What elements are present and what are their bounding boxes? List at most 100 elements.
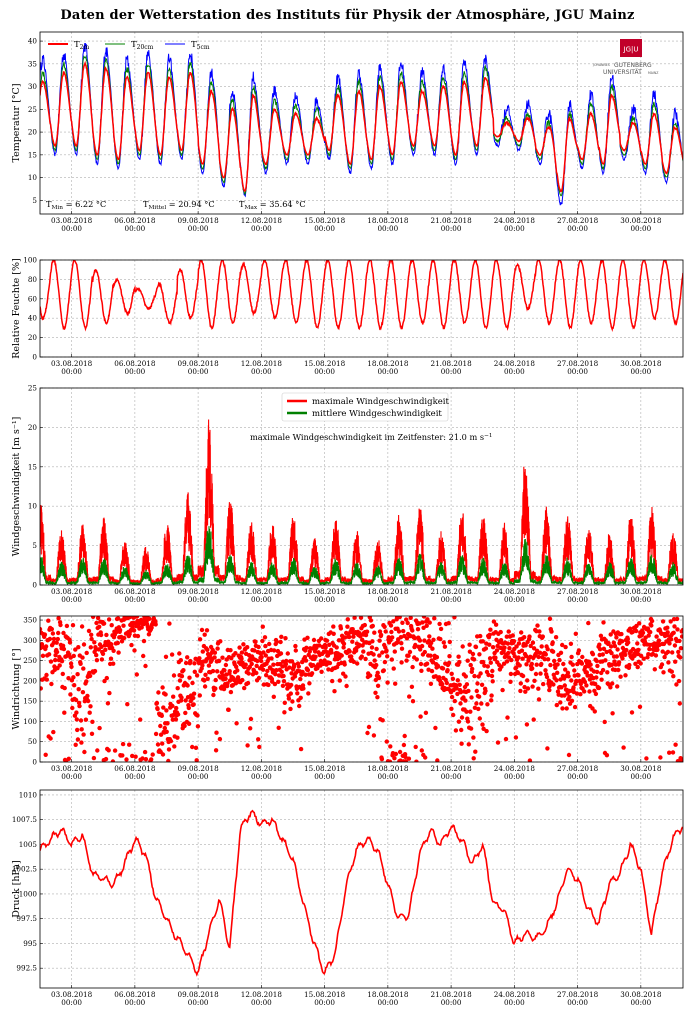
wind-direction-point [584, 683, 589, 688]
wind-direction-point [175, 735, 180, 740]
wind-direction-xtick-time: 00:00 [377, 772, 398, 781]
humidity-xtick-date: 21.08.2018 [431, 359, 473, 368]
wind-direction-point [385, 680, 390, 685]
wind-direction-point [71, 675, 76, 680]
wind-direction-point [626, 640, 631, 645]
wind-mean-line [40, 526, 683, 585]
wind-direction-point [563, 644, 568, 650]
wind-direction-point [412, 636, 418, 641]
wind-direction-point [427, 634, 432, 639]
wind-speed-xtick-time: 00:00 [125, 595, 146, 604]
wind-direction-point [259, 658, 264, 664]
wind-direction-point [377, 638, 382, 643]
pressure-panel: 992.5 995 997.5 1000 1002.5 1005 1007.5 1010 03.… [11, 789, 684, 1007]
wind-direction-point [679, 634, 683, 639]
wind-direction-point [400, 620, 405, 625]
wind-direction-point [646, 633, 651, 638]
wind-direction-point [522, 635, 527, 640]
wind-direction-xtick-time: 00:00 [504, 772, 525, 781]
wind-direction-point [658, 755, 663, 760]
wind-speed-xtick-time: 00:00 [188, 595, 209, 604]
wind-direction-point [104, 675, 110, 681]
temperature-line-20cm [40, 54, 683, 197]
wind-direction-point [228, 689, 234, 695]
wind-direction-point [195, 724, 201, 729]
wind-direction-point [397, 616, 402, 620]
wind-direction-point [408, 616, 413, 620]
wind-direction-point [85, 693, 90, 699]
wind-direction-point [518, 681, 523, 686]
wind-direction-point [91, 755, 97, 761]
wind-direction-point [670, 650, 675, 655]
wind-direction-point [73, 697, 79, 703]
wind-direction-point [71, 653, 77, 659]
wind-direction-point [433, 725, 438, 731]
wind-direction-point [519, 630, 524, 635]
wind-direction-point [156, 690, 161, 695]
wind-direction-point [111, 648, 116, 653]
wind-direction-point [588, 662, 593, 667]
wind-direction-point [594, 658, 599, 664]
wind-direction-point [160, 752, 166, 757]
wind-direction-ylabel: Windrichtung [°] [11, 648, 22, 729]
wind-direction-point [506, 650, 511, 656]
wind-direction-point [393, 681, 398, 686]
wind-direction-point [422, 649, 427, 655]
wind-direction-point [262, 635, 268, 640]
wind-direction-point [116, 650, 121, 655]
wind-direction-point [433, 674, 438, 679]
wind-direction-point [510, 633, 515, 638]
wind-direction-point [107, 690, 112, 696]
wind-direction-point [576, 648, 582, 653]
wind-direction-point [418, 647, 423, 652]
wind-direction-point [410, 664, 415, 670]
wind-direction-point [532, 678, 537, 683]
wind-direction-point [114, 629, 119, 635]
wind-direction-point [179, 674, 185, 679]
wind-direction-point [133, 754, 138, 759]
wind-direction-point [108, 656, 114, 661]
wind-direction-point [127, 742, 132, 747]
wind-direction-point [514, 644, 519, 649]
wind-direction-point [67, 640, 73, 645]
wind-direction-point [485, 702, 490, 707]
wind-direction-xtick-date: 06.08.2018 [114, 764, 156, 773]
wind-direction-point [172, 744, 177, 749]
wind-direction-point [350, 639, 355, 644]
wind-speed-xtick-date: 12.08.2018 [241, 587, 283, 596]
wind-direction-point [185, 683, 190, 688]
wind-direction-point [671, 630, 676, 635]
wind-direction-point [200, 649, 205, 654]
wind-direction-point [501, 661, 507, 666]
wind-direction-point [552, 658, 557, 664]
wind-direction-point [80, 655, 85, 660]
wind-direction-point [646, 652, 651, 657]
wind-direction-point [82, 749, 87, 755]
wind-direction-point [421, 616, 427, 619]
wind-direction-ytick-label: 250 [23, 656, 37, 665]
wind-speed-xtick-date: 24.08.2018 [494, 587, 536, 596]
wind-direction-point [637, 621, 642, 626]
wind-direction-point [466, 742, 471, 747]
wind-legend-label: mittlere Windgeschwindigkeit [312, 409, 442, 419]
wind-direction-point [75, 672, 80, 677]
wind-direction-point [79, 727, 84, 732]
temperature-line-2m [40, 60, 683, 193]
wind-direction-point [486, 672, 491, 678]
wind-direction-xtick-time: 00:00 [567, 772, 588, 781]
wind-direction-point [623, 652, 628, 657]
wind-direction-point [647, 646, 652, 652]
wind-direction-point [366, 724, 372, 730]
wind-direction-point [279, 669, 284, 674]
wind-direction-point [358, 616, 364, 620]
wind-direction-point [99, 657, 105, 662]
wind-direction-point [447, 639, 452, 645]
wind-direction-point [216, 658, 222, 664]
wind-direction-ytick-label: 100 [23, 717, 37, 726]
wind-direction-point [471, 657, 477, 662]
wind-direction-point [638, 661, 643, 666]
wind-direction-point [66, 756, 72, 761]
wind-direction-point [380, 650, 385, 655]
wind-direction-point [173, 717, 179, 722]
wind-direction-point [600, 667, 606, 673]
